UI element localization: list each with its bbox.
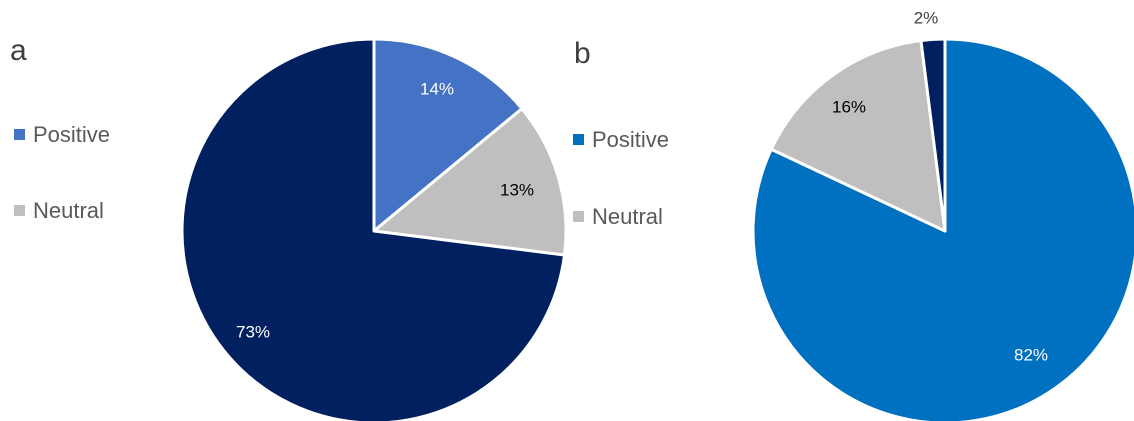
panel-b-letter: b bbox=[574, 37, 591, 70]
pie-b-slice-neutral bbox=[769, 39, 947, 233]
panel-b: b Positive Neutral 82% 16% 2% bbox=[573, 8, 1134, 421]
pie-a-slice-positive-value-label: 14% bbox=[420, 79, 454, 98]
legend-b-neutral-label: Neutral bbox=[592, 204, 663, 229]
pie-a-slice-neutral-value-label: 13% bbox=[500, 180, 534, 199]
pie-a-slice-other bbox=[180, 37, 566, 421]
legend-a-neutral-label: Neutral bbox=[33, 198, 104, 223]
legend-b-positive-label: Positive bbox=[592, 127, 669, 152]
pie-a-slice-other-value-label: 73% bbox=[236, 322, 270, 341]
pie-b-slice-other-value-label: 2% bbox=[914, 8, 939, 27]
legend-b-positive-swatch bbox=[573, 134, 584, 145]
pie-b: 82% 16% 2% bbox=[751, 8, 1134, 421]
panel-a-letter: a bbox=[10, 34, 27, 67]
pie-b-slice-positive bbox=[751, 37, 1134, 421]
legend-a-positive-swatch bbox=[14, 129, 25, 140]
panel-a: a Positive Neutral 14% 13% 73% bbox=[10, 34, 568, 421]
legend-b-neutral-swatch bbox=[573, 211, 584, 222]
legend-a-positive-label: Positive bbox=[33, 122, 110, 147]
pie-a-slice-positive bbox=[372, 37, 524, 233]
pie-b-slice-positive-value-label: 82% bbox=[1014, 345, 1048, 364]
legend-a-neutral-swatch bbox=[14, 205, 25, 216]
pie-b-slice-neutral-value-label: 16% bbox=[832, 97, 866, 116]
pie-b-slice-other bbox=[919, 37, 947, 233]
pie-a-slice-neutral bbox=[372, 107, 568, 257]
pie-a: 14% 13% 73% bbox=[180, 37, 568, 421]
